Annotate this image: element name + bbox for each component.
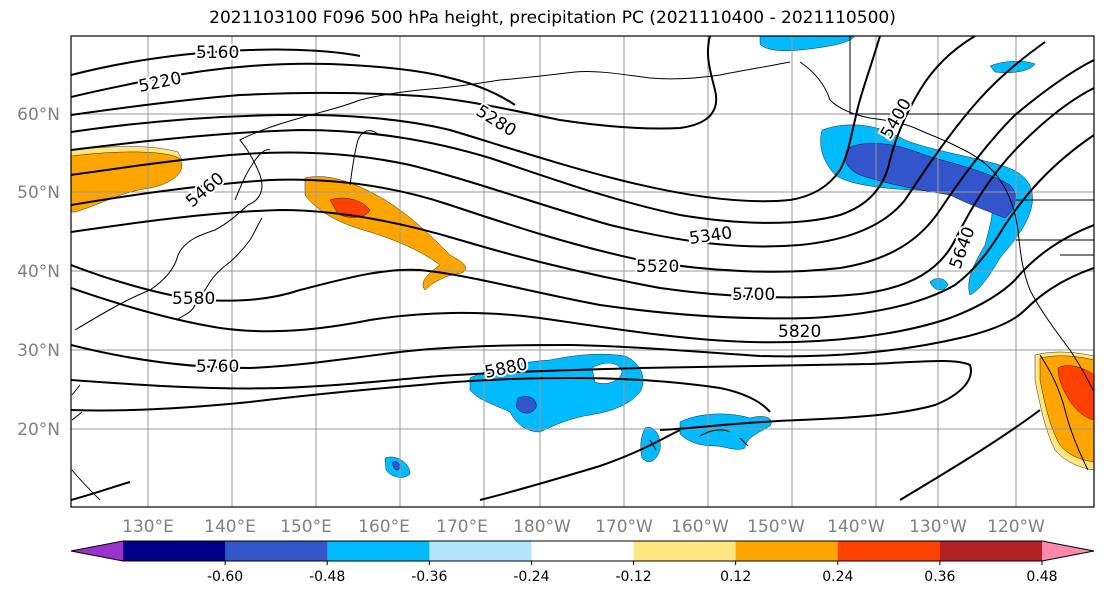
colorbar-tick-label: 0.48 <box>1026 569 1057 585</box>
contour-5400 <box>71 36 976 224</box>
contour-5820 <box>71 360 972 431</box>
lat-labels: 60°N 50°N 40°N 30°N 20°N <box>17 105 60 440</box>
colorbar-tick-label: -0.36 <box>411 569 447 585</box>
lon-label: 160°E <box>358 517 410 537</box>
contour-5460 <box>71 41 1046 248</box>
colorbar-extend-high <box>1042 541 1094 561</box>
colorbar-segment <box>225 541 328 561</box>
height-contours <box>71 36 1094 501</box>
colorbar-segment <box>327 541 430 561</box>
lat-label: 60°N <box>17 105 60 125</box>
precip-strong-negative <box>392 461 400 471</box>
contour-5340 <box>71 36 881 203</box>
precip-negative-area <box>929 278 949 291</box>
colorbar-segment <box>633 541 737 561</box>
lon-label: 140°W <box>827 517 885 537</box>
contour-5640 <box>71 134 1094 320</box>
precip-strong-negative <box>515 396 537 414</box>
contour-label: 5580 <box>172 289 215 309</box>
lat-label: 20°N <box>17 420 60 440</box>
contour-label: 5820 <box>778 322 821 342</box>
colorbar-tick-label: 0.24 <box>822 569 853 585</box>
contour-label: 5700 <box>732 285 775 305</box>
contour-5520 <box>71 59 1094 273</box>
lon-label: 180°W <box>513 517 571 537</box>
contour-5880 <box>71 376 771 413</box>
precip-strong-positive <box>1057 365 1094 421</box>
contour-5760 <box>71 267 1094 370</box>
colorbar-segment <box>531 541 635 561</box>
colorbar-outline <box>70 540 1095 562</box>
lon-label: 120°W <box>987 517 1045 537</box>
precip-strong-negative <box>845 143 1016 219</box>
colorbar-labels: -0.60 -0.48 -0.36 -0.24 -0.12 0.12 0.24 0.36 0.4… <box>207 561 1058 585</box>
lon-label: 150°W <box>747 517 805 537</box>
lon-label: 130°E <box>122 517 174 537</box>
colorbar <box>70 540 1095 562</box>
colorbar-extend-low <box>71 541 123 561</box>
colorbar-tick-label: 0.36 <box>924 569 955 585</box>
contour-5700 <box>71 224 1094 344</box>
contour-label: 5160 <box>196 43 239 63</box>
map-frame <box>70 35 1095 508</box>
contour-5940 <box>71 409 1041 501</box>
lon-label: 140°E <box>204 517 256 537</box>
contour-5280 <box>71 36 718 130</box>
precipitation-shading <box>71 36 1094 478</box>
contour-5580 <box>71 87 1094 299</box>
lat-label: 40°N <box>17 262 60 282</box>
map-title: 2021103100 F096 500 hPa height, precipit… <box>209 8 896 28</box>
colorbar-segment <box>837 541 941 561</box>
lon-label: 150°E <box>280 517 332 537</box>
colorbar-segment <box>735 541 839 561</box>
lon-label: 170°E <box>436 517 488 537</box>
precip-negative-area <box>759 36 856 51</box>
colorbar-tick-label: -0.24 <box>513 569 549 585</box>
colorbar-segment <box>939 541 1043 561</box>
lon-label: 170°W <box>595 517 653 537</box>
colorbar-tick-label: 0.12 <box>720 569 751 585</box>
lon-labels: 130°E 140°E 150°E 160°E 170°E 180°W 170°… <box>122 517 1045 537</box>
contour-5160 <box>71 48 361 76</box>
colorbar-tick-label: -0.60 <box>207 569 243 585</box>
contour-5220 <box>71 62 516 106</box>
contour-label: 5760 <box>196 357 239 377</box>
coastlines <box>71 36 1094 501</box>
colorbar-segment <box>429 541 532 561</box>
lon-label: 130°W <box>909 517 967 537</box>
lat-label: 30°N <box>17 341 60 361</box>
lat-label: 50°N <box>17 183 60 203</box>
colorbar-tick-label: -0.48 <box>309 569 345 585</box>
colorbar-segment <box>123 541 226 561</box>
lon-label: 160°W <box>671 517 729 537</box>
contour-label: 5520 <box>636 257 679 277</box>
colorbar-tick-label: -0.12 <box>615 569 651 585</box>
precip-strong-positive <box>329 197 371 218</box>
